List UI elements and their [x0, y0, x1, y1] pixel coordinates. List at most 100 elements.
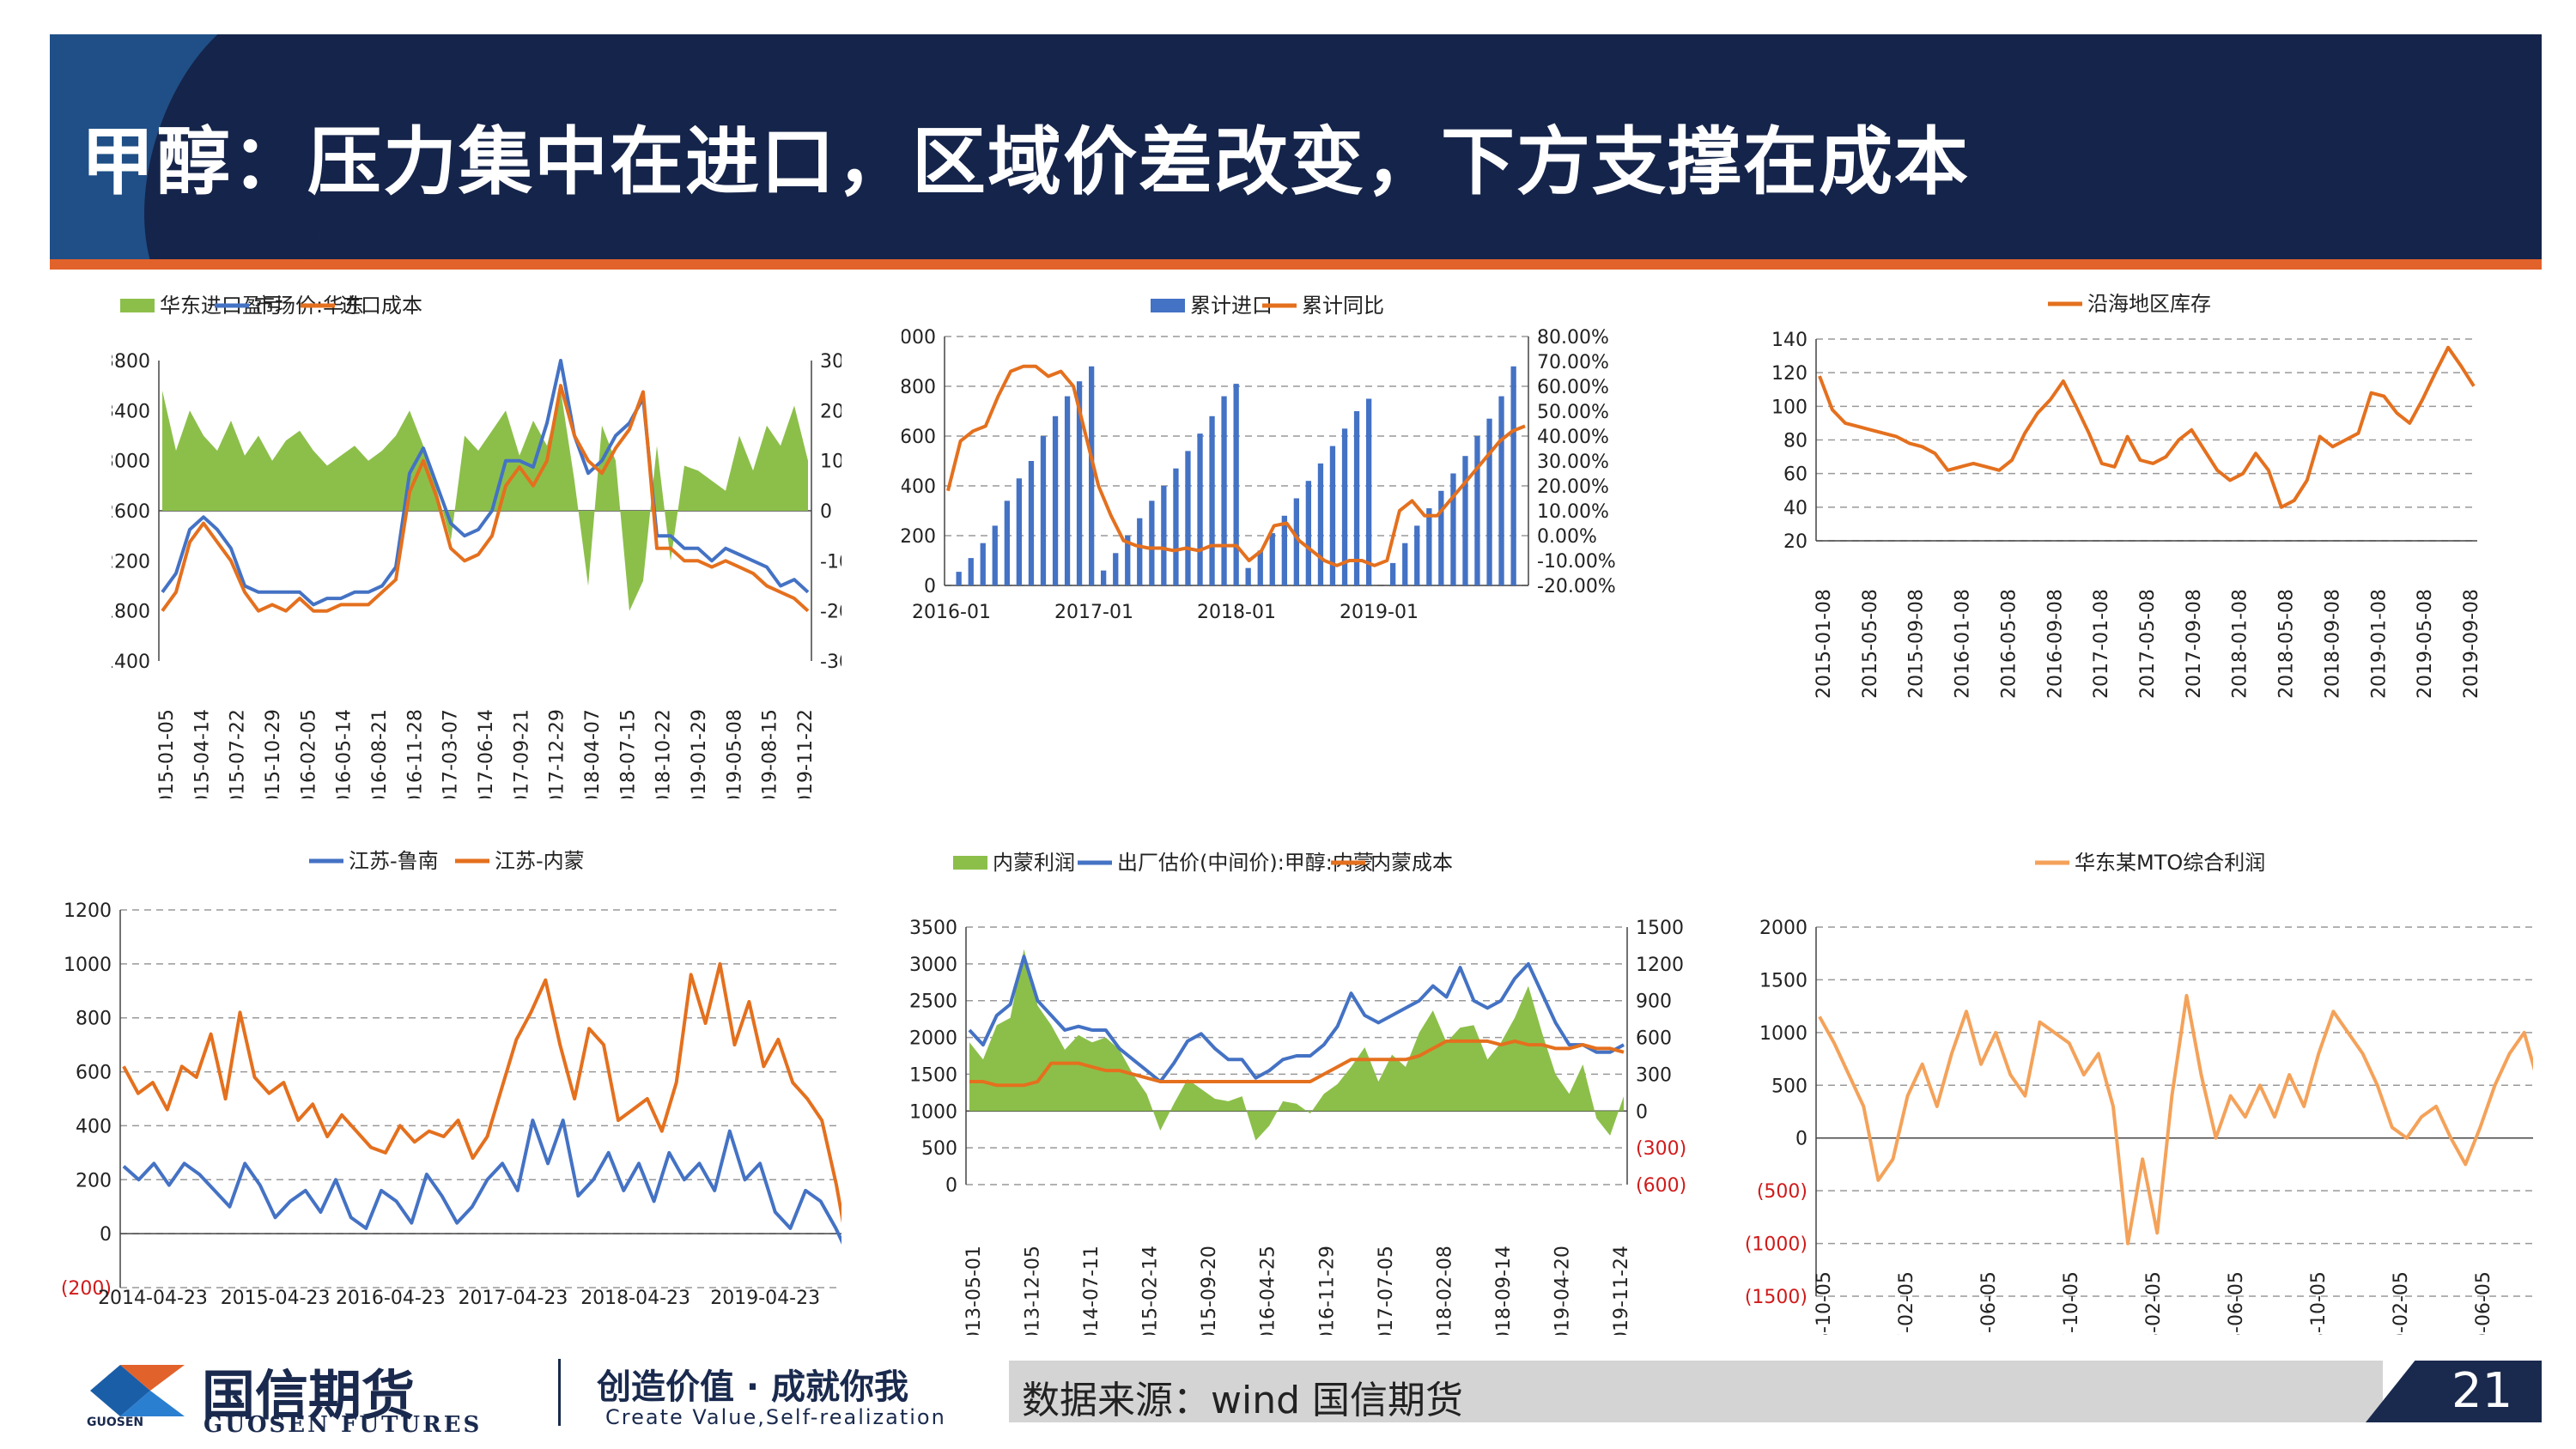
bar [980, 543, 986, 585]
y-tick-label: 2600 [112, 501, 150, 523]
source-bar [1009, 1361, 2383, 1422]
x-tick-label: 2018-10-22 [653, 709, 675, 798]
x-tick-label: 2015-05-08 [1860, 589, 1881, 699]
x-tick-label: 2018-02-08 [1434, 1246, 1455, 1335]
y-tick-label: 1000 [902, 327, 936, 349]
bar [1185, 451, 1191, 585]
x-tick-label: 2016-01 [912, 602, 991, 623]
bar [968, 558, 974, 585]
x-tick-label: 2019-05-08 [2415, 589, 2436, 699]
bar [1113, 553, 1119, 585]
x-tick-label: 2013-12-05 [1023, 1246, 1044, 1335]
series-area [969, 949, 1624, 1141]
x-tick-label: 2014-04-23 [98, 1288, 208, 1309]
bar [1101, 570, 1107, 585]
chart-svg: 华东某MTO综合利润 2000 1500 1000 500 0 (500) (1000) (15… [1745, 851, 2533, 1335]
page-title: 甲醇：压力集中在进口，区域价差改变，下方支撑在成本 [81, 119, 1970, 205]
series-line [161, 384, 810, 613]
x-tick-label: 2019-01 [1340, 602, 1419, 623]
x-tick-label: 2017-01-08 [2091, 589, 2112, 699]
bar [1076, 381, 1083, 585]
bar [1510, 366, 1516, 585]
x-tick-label: 2017-10-05 [2061, 1271, 2082, 1335]
accent-bar [50, 259, 2542, 270]
series-line [969, 1039, 1625, 1088]
y2-tick-label: -100 [820, 551, 841, 573]
legend-label: 内蒙利润 [993, 851, 1075, 875]
series-line [122, 1119, 841, 1245]
x-tick-label: 2016-11-29 [1316, 1246, 1338, 1335]
y-tick-label: 0 [1795, 1129, 1807, 1150]
y2-tick-label: 80.00% [1537, 327, 1609, 349]
bar [1149, 500, 1155, 585]
x-tick-label: 2018-07-15 [617, 709, 639, 798]
data-source: 数据来源：wind 国信期货 [1022, 1379, 1464, 1422]
bar [1137, 518, 1143, 585]
x-tick-label: 2016-04-23 [336, 1288, 446, 1309]
bar [1438, 490, 1444, 585]
y-tick-label: 1800 [112, 602, 150, 623]
x-tick-label: 2016-02-05 [298, 709, 319, 798]
x-tick-label: 2016-05-14 [334, 709, 355, 798]
bar [1450, 473, 1456, 585]
bar [1028, 461, 1035, 585]
x-tick-label: 2015-04-23 [221, 1288, 331, 1309]
y-tick-label: 1200 [64, 900, 112, 922]
y-tick-label: 140 [1771, 330, 1807, 351]
x-tick-label: 2015-09-20 [1199, 1246, 1220, 1335]
series-line [122, 961, 841, 1223]
x-tick-label: 2019-04-20 [1552, 1246, 1573, 1335]
x-tick-label: 2017-05-08 [2137, 589, 2159, 699]
x-tick-label: 2019-01-08 [2368, 589, 2390, 699]
chart-regional-spread: 江苏-鲁南 江苏-内蒙 1200 1000 800 600 400 200 0 (200) 2014… [52, 837, 841, 1335]
bar [1245, 567, 1251, 585]
x-tick-label: 2019-04-23 [710, 1288, 820, 1309]
y-tick-label: 0 [924, 576, 936, 597]
x-tick-label: 2017-03-07 [440, 709, 462, 798]
legend-label: 江苏-鲁南 [349, 849, 439, 873]
y-tick-label: 500 [1771, 1076, 1807, 1097]
y-tick-label: 2000 [909, 1028, 957, 1050]
bar [1197, 433, 1203, 585]
legend-label: 沿海地区库存 [2087, 292, 2211, 316]
chart-svg: 华东进口盈亏市场价:华东进口成本380034003000260022001800… [112, 294, 841, 798]
y-tick-label: 800 [902, 377, 936, 398]
y2-tick-label: -200 [820, 602, 841, 623]
y2-tick-label: (600) [1636, 1175, 1686, 1197]
y2-tick-label: 100 [820, 452, 841, 473]
x-tick-label: 2018-01 [1197, 602, 1276, 623]
x-tick-label: 2015-10-29 [263, 709, 284, 798]
y2-tick-label: 20.00% [1537, 476, 1609, 498]
x-tick-label: 2016-10-05 [1814, 1271, 1835, 1335]
bar [1257, 550, 1263, 585]
x-tick-label: 2019-01-29 [689, 709, 710, 798]
legend-label: 江苏-内蒙 [495, 849, 585, 873]
x-tick-label: 2017-01 [1054, 602, 1133, 623]
bar [1353, 411, 1360, 585]
x-tick-label: 2016-11-28 [404, 709, 426, 798]
bar [1233, 384, 1239, 585]
x-tick-label: 2018-01-08 [2230, 589, 2251, 699]
x-tick-label: 2015-04-14 [191, 709, 213, 798]
x-tick-label: 2019-11-24 [1611, 1246, 1632, 1335]
bar [1089, 366, 1095, 585]
chart-svg: 江苏-鲁南 江苏-内蒙 1200 1000 800 600 400 200 0 (200)2014… [61, 849, 841, 1309]
x-tick-label: 2018-09-08 [2322, 589, 2343, 699]
chart-svg: 内蒙利润 出厂估价(中间价):甲醇:内蒙内蒙成本35003000250020001… [909, 851, 1686, 1335]
y2-tick-label: 0.00% [1537, 526, 1597, 548]
x-tick-label: 2015-09-08 [1906, 589, 1928, 699]
legend-swatch [1151, 299, 1185, 312]
y-tick-label: 3500 [909, 918, 957, 939]
x-tick-label: 2019-05-08 [724, 709, 745, 798]
bar [1341, 428, 1348, 585]
y2-tick-label: -300 [820, 652, 841, 673]
bar [1390, 562, 1396, 585]
y-tick-label: 120 [1771, 363, 1807, 385]
bar [1016, 478, 1022, 585]
bar [992, 525, 998, 585]
x-tick-label: 2018-10-05 [2308, 1271, 2330, 1335]
bar [1221, 396, 1227, 585]
bar [1173, 468, 1179, 585]
y-tick-label: 1400 [112, 652, 150, 673]
y2-tick-label: 300 [1636, 1064, 1672, 1086]
